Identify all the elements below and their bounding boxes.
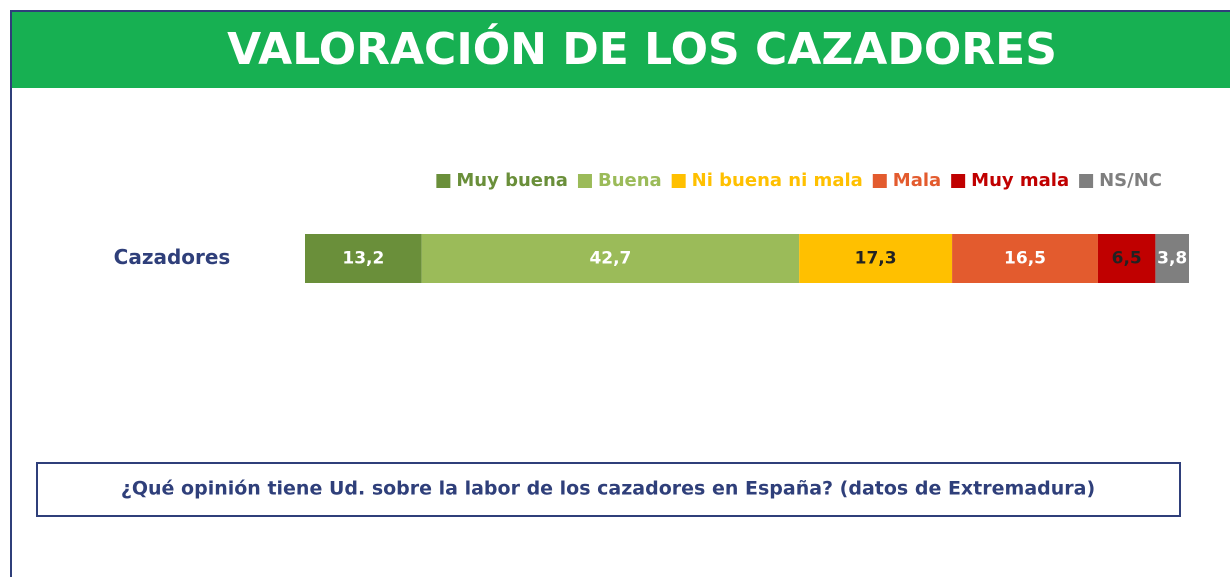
category-label: Cazadores — [114, 245, 231, 269]
note-box — [36, 462, 1181, 517]
legend-label: Ni buena ni mala — [692, 170, 863, 191]
note: ¿Qué opinión tiene Ud. sobre la labor de… — [121, 478, 1095, 500]
legend-label: NS/NC — [1099, 170, 1162, 191]
bar-segment — [421, 234, 800, 283]
legend-swatch — [1079, 174, 1094, 188]
bar-segment — [1097, 234, 1156, 283]
value-label: 13,2 — [342, 249, 384, 269]
value-label: 17,3 — [855, 249, 897, 269]
legend-label: Mala — [893, 170, 941, 191]
value-label: 42,7 — [589, 249, 631, 269]
legend-label: Muy buena — [456, 170, 568, 191]
legend-label: Buena — [598, 170, 662, 191]
bar-segment — [799, 234, 953, 283]
chart-title: VALORACIÓN DE LOS CAZADORES — [227, 22, 1057, 75]
legend-label: Muy mala — [971, 170, 1069, 191]
value-label: 6,5 — [1112, 249, 1142, 269]
legend-swatch — [577, 174, 592, 188]
bar-segment — [305, 234, 422, 283]
value-label: 3,8 — [1157, 249, 1187, 269]
legend-swatch — [671, 174, 686, 188]
value-label: 16,5 — [1004, 249, 1046, 269]
bar-segment — [1155, 234, 1189, 283]
legend-swatch — [951, 174, 966, 188]
legend-swatch — [872, 174, 887, 188]
bar-segment — [952, 234, 1098, 283]
legend-swatch — [436, 174, 451, 188]
header-band — [12, 12, 1230, 88]
